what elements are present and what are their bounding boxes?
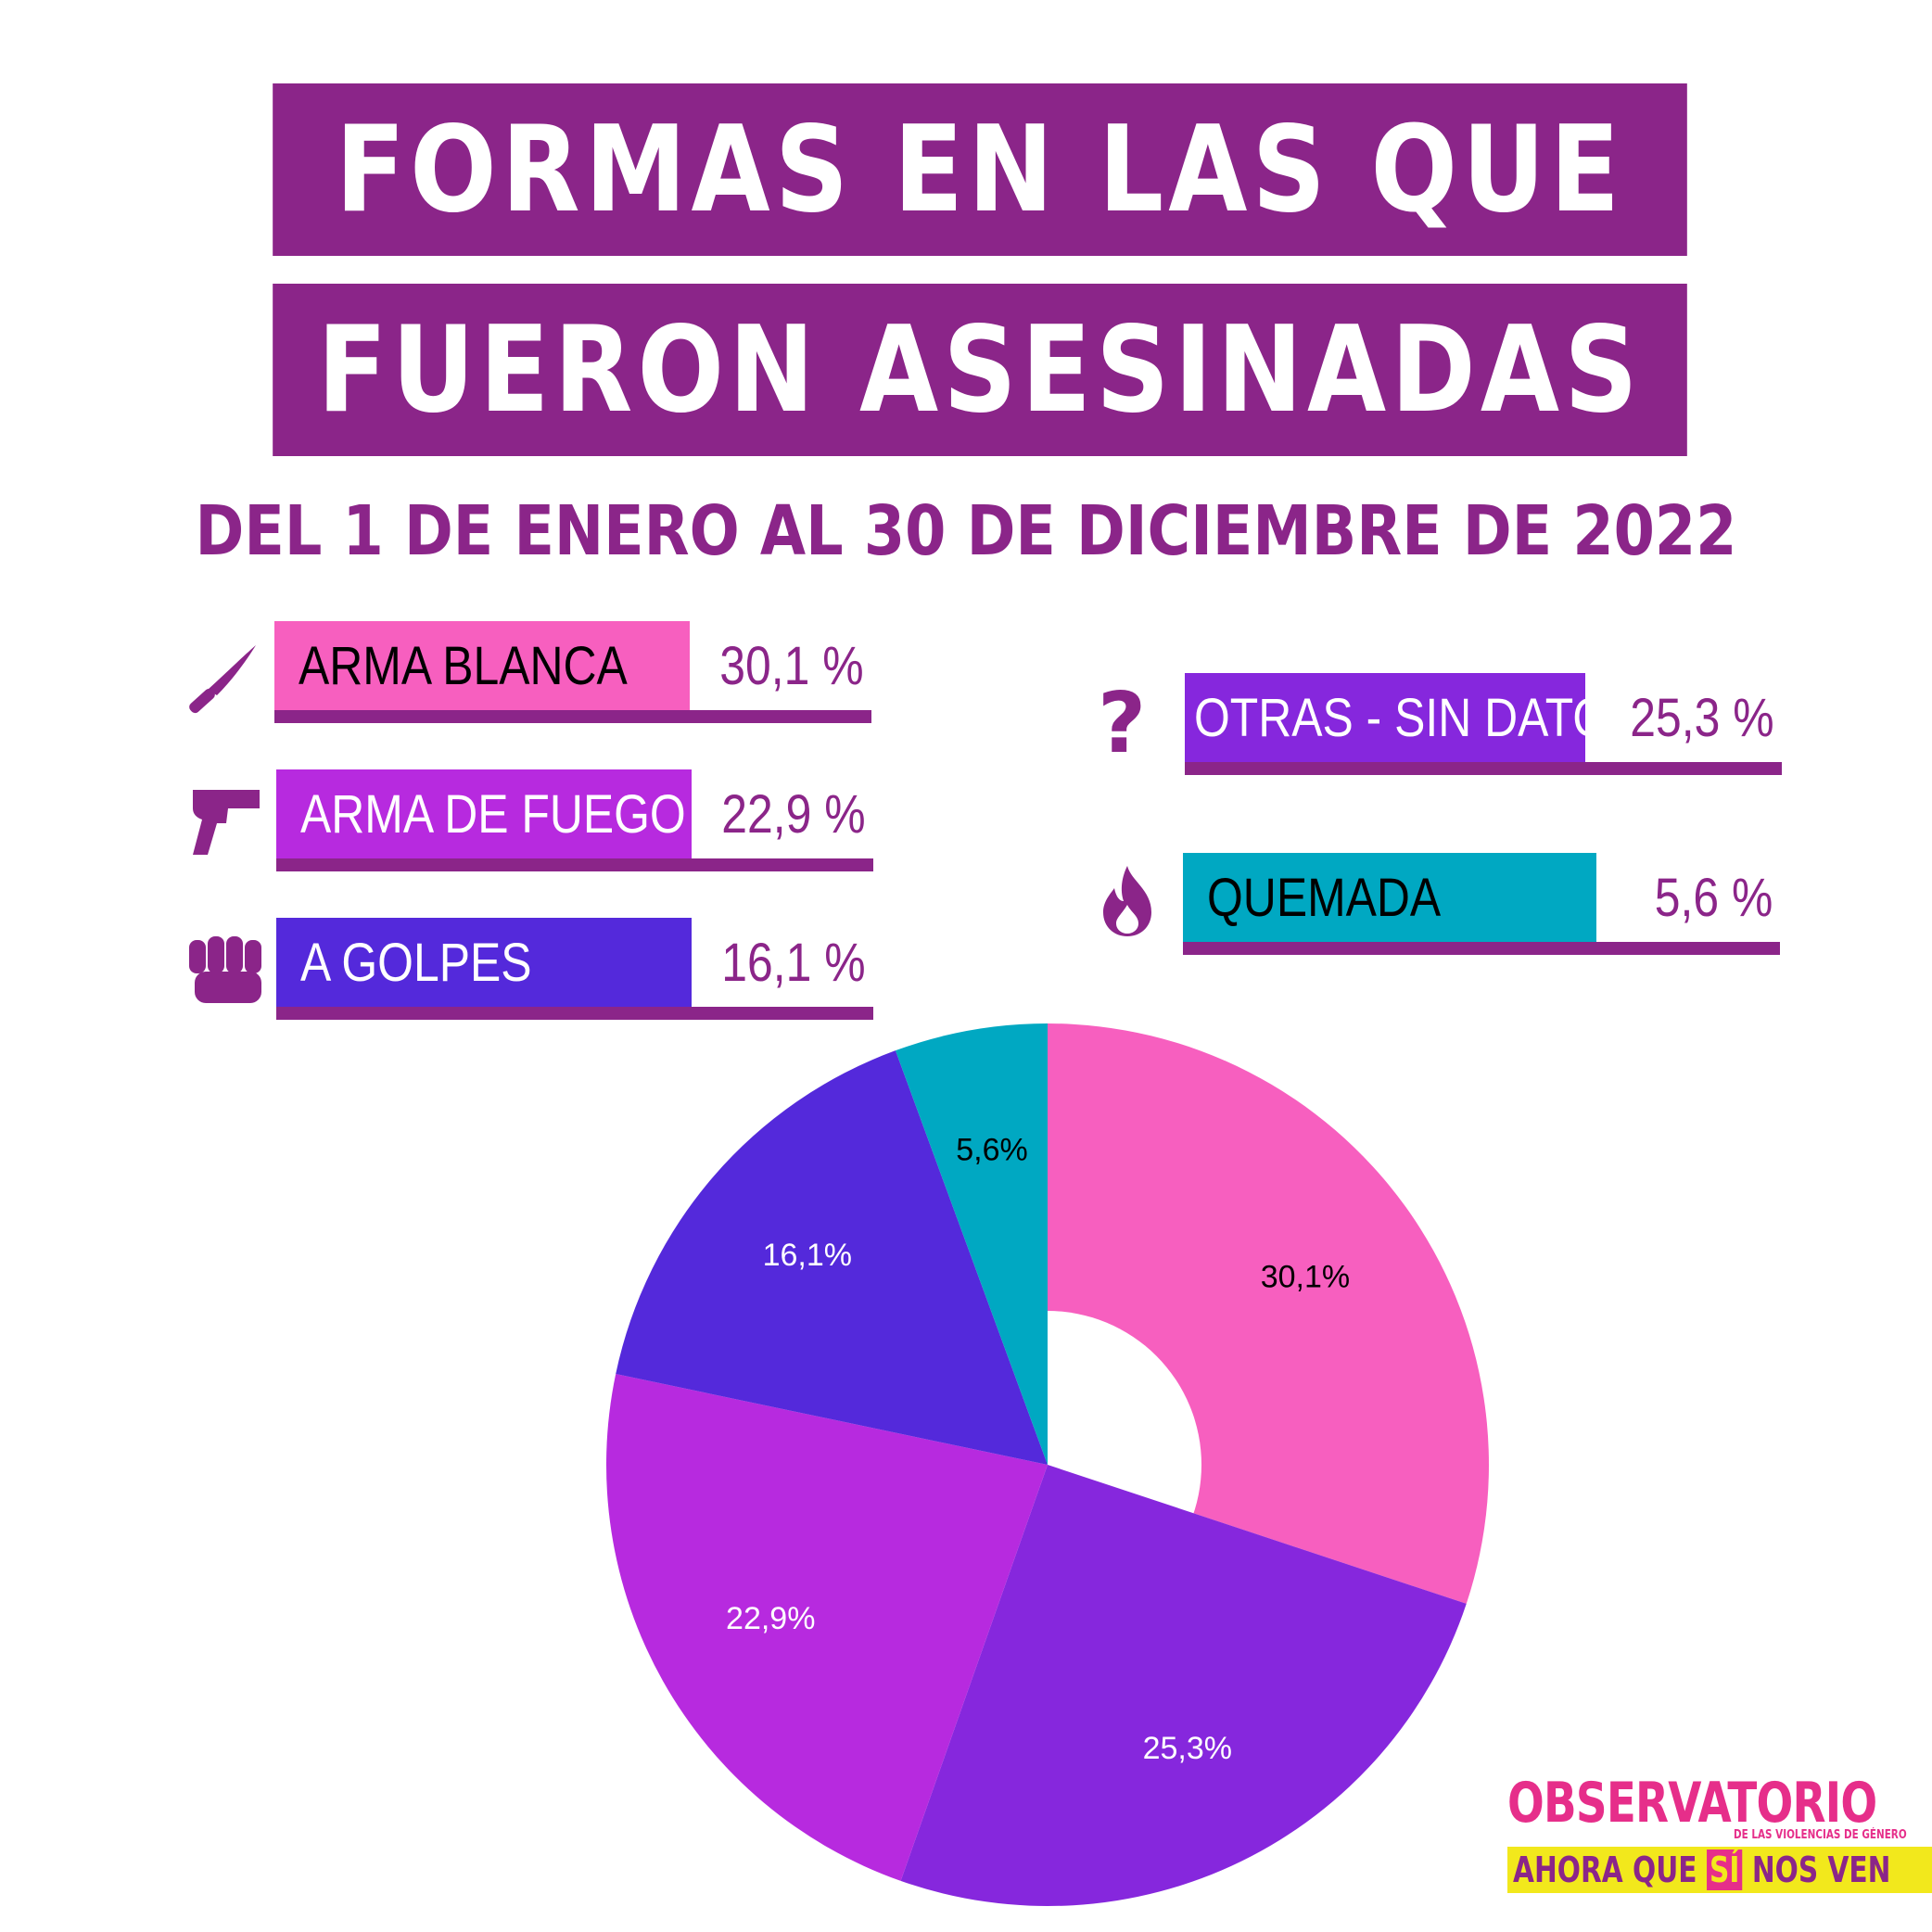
subtitle: DEL 1 DE ENERO AL 30 DE DICIEMBRE DE 202…: [195, 491, 1737, 571]
donut-slice-3: [606, 1374, 1048, 1881]
question-icon: ?: [1098, 675, 1147, 772]
logo-bottom: AHORA QUE SÍ NOS VEN: [1507, 1847, 1932, 1893]
donut-slice-4: [616, 1050, 1048, 1465]
logo-sub-text: DE LAS VIOLENCIAS DE GÉNERO: [1734, 1828, 1907, 1842]
legend-value: 25,3 %: [1630, 687, 1774, 748]
legend-label-box: QUEMADA: [1183, 853, 1596, 942]
legend-item-arma-blanca: ARMA BLANCA 30,1 %: [274, 621, 871, 723]
legend-label-box: OTRAS - SIN DATOS: [1185, 673, 1639, 762]
logo-bottom-si: SÍ: [1706, 1849, 1743, 1890]
title-line-1: FORMAS EN LAS QUE: [273, 83, 1687, 256]
logo-bottom-pre: AHORA QUE: [1513, 1849, 1697, 1890]
legend-underline: [1183, 942, 1780, 955]
legend-label-box: ARMA BLANCA: [274, 621, 690, 710]
logo-bottom-post: NOS VEN: [1751, 1849, 1891, 1890]
legend-underline: [276, 858, 873, 871]
legend-item-arma-de-fuego: ARMA DE FUEGO 22,9 %: [276, 769, 873, 871]
donut-slice-2: [900, 1465, 1467, 1906]
legend-value: 16,1 %: [721, 932, 866, 993]
donut-slice-label-2: 25,3%: [1143, 1731, 1232, 1766]
legend-item-a-golpes: A GOLPES 16,1 %: [276, 918, 873, 1020]
legend-label-box: ARMA DE FUEGO: [276, 769, 692, 858]
logo-top-text: OBSERVATORIO: [1507, 1771, 1877, 1836]
fire-icon: [1103, 866, 1151, 936]
donut-slice-label-4: 16,1%: [763, 1238, 852, 1273]
legend-underline: [274, 710, 871, 723]
legend-label: A GOLPES: [300, 932, 532, 993]
legend-underline: [1185, 762, 1782, 775]
legend-label: ARMA DE FUEGO: [300, 783, 686, 845]
legend-value: 30,1 %: [719, 635, 864, 696]
legend-label: ARMA BLANCA: [299, 635, 628, 696]
donut-slice-label-3: 22,9%: [726, 1601, 815, 1636]
donut-slice-label-5: 5,6%: [956, 1133, 1028, 1168]
legend-label: OTRAS - SIN DATOS: [1194, 687, 1640, 748]
donut-slice-5: [895, 1023, 1048, 1465]
legend-value: 5,6 %: [1654, 867, 1773, 928]
legend-label-box: A GOLPES: [276, 918, 692, 1007]
legend-value: 22,9 %: [721, 783, 866, 845]
legend-label: QUEMADA: [1207, 867, 1442, 928]
title-line-1-text: FORMAS EN LAS QUE: [335, 100, 1625, 239]
knife-icon: [189, 645, 256, 714]
legend-item-otras-sin-datos: OTRAS - SIN DATOS 25,3 %: [1185, 673, 1782, 775]
gun-icon: [193, 790, 260, 855]
title-line-2-text: FUERON ASESINADAS: [317, 300, 1643, 439]
donut-slice-label-1: 30,1%: [1261, 1259, 1350, 1294]
observatorio-logo: OBSERVATORIO DE LAS VIOLENCIAS DE GÉNERO…: [1507, 1771, 1932, 1893]
legend-underline: [276, 1007, 873, 1020]
title-line-2: FUERON ASESINADAS: [273, 284, 1687, 456]
fist-icon: [189, 936, 261, 1003]
legend-item-quemada: QUEMADA 5,6 %: [1183, 853, 1780, 955]
